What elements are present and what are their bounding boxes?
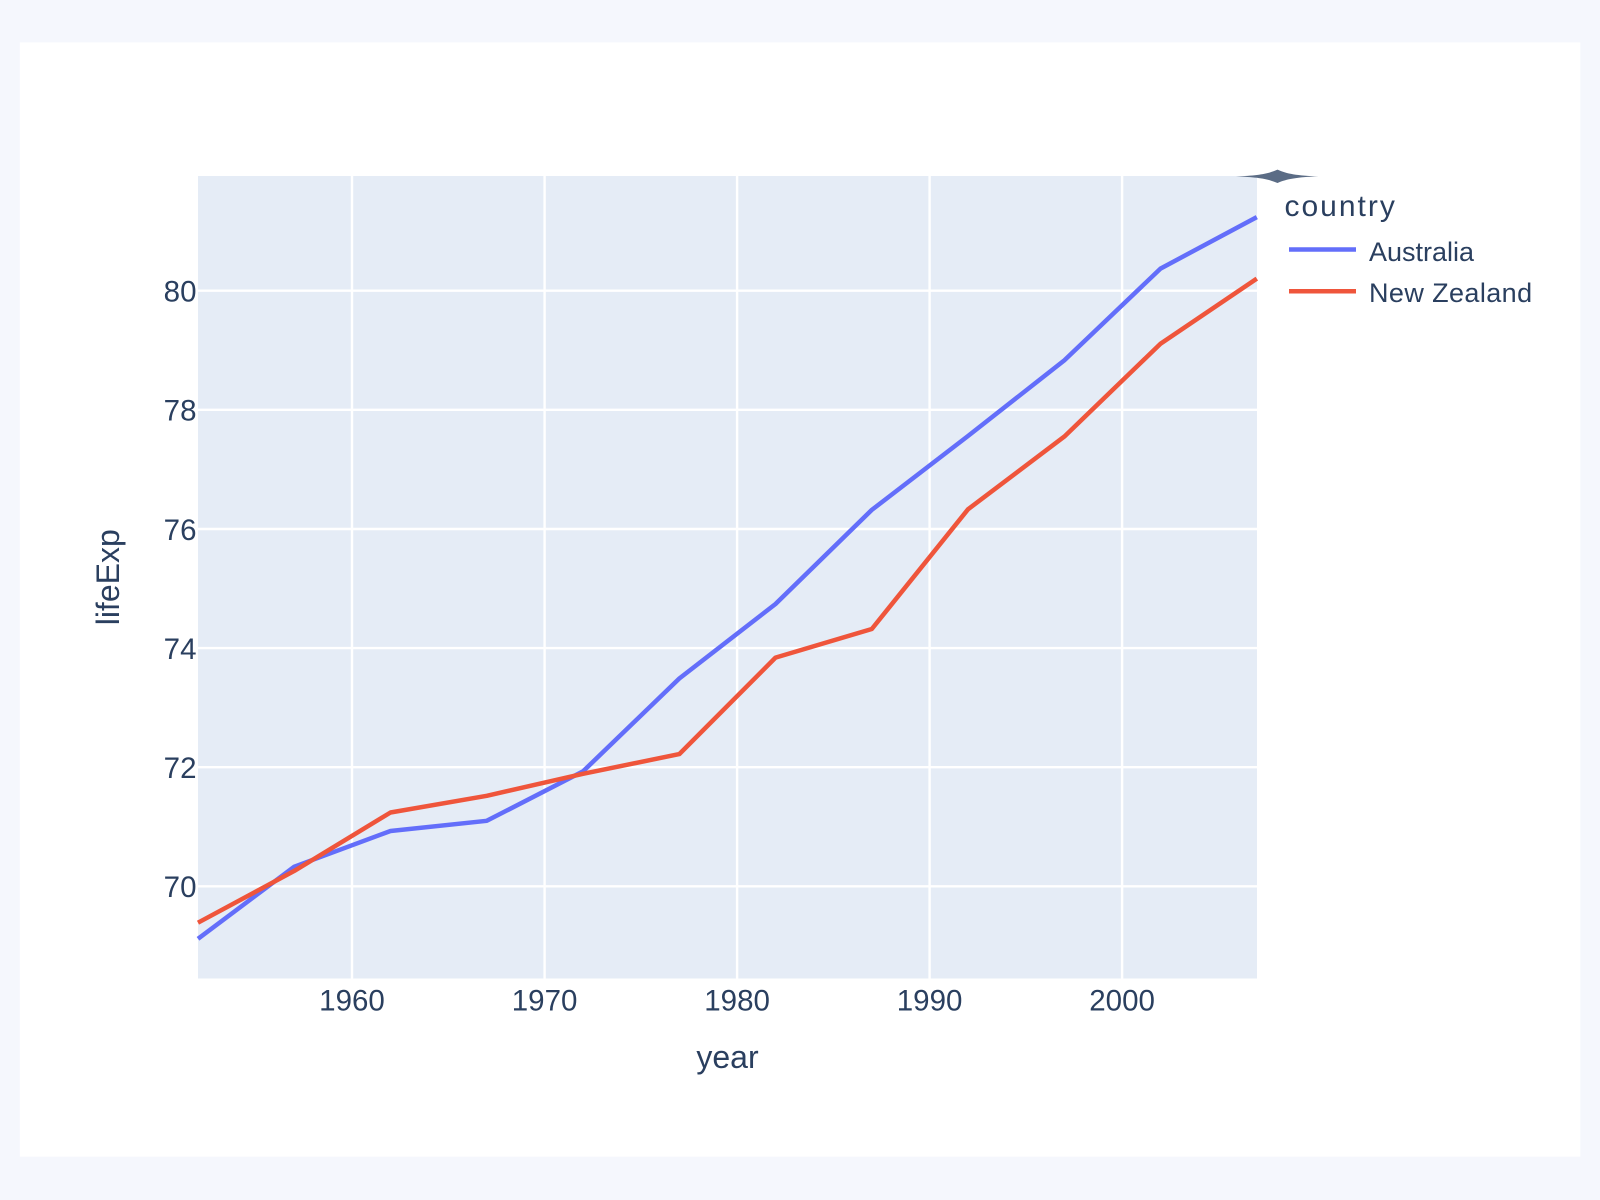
- svg-text:74: 74: [164, 633, 197, 666]
- svg-text:Australia: Australia: [1369, 237, 1475, 267]
- svg-text:76: 76: [164, 514, 197, 547]
- svg-text:1960: 1960: [319, 985, 385, 1018]
- svg-text:1970: 1970: [512, 985, 578, 1018]
- svg-text:year: year: [696, 1039, 759, 1075]
- svg-text:1980: 1980: [704, 985, 770, 1018]
- svg-text:country: country: [1285, 190, 1397, 223]
- svg-text:72: 72: [164, 752, 197, 785]
- svg-text:78: 78: [164, 395, 197, 428]
- svg-text:80: 80: [164, 276, 197, 309]
- svg-text:70: 70: [164, 871, 197, 904]
- svg-text:New Zealand: New Zealand: [1369, 278, 1533, 308]
- svg-text:2000: 2000: [1089, 985, 1155, 1018]
- svg-text:lifeExp: lifeExp: [90, 529, 126, 625]
- svg-text:1990: 1990: [897, 985, 963, 1018]
